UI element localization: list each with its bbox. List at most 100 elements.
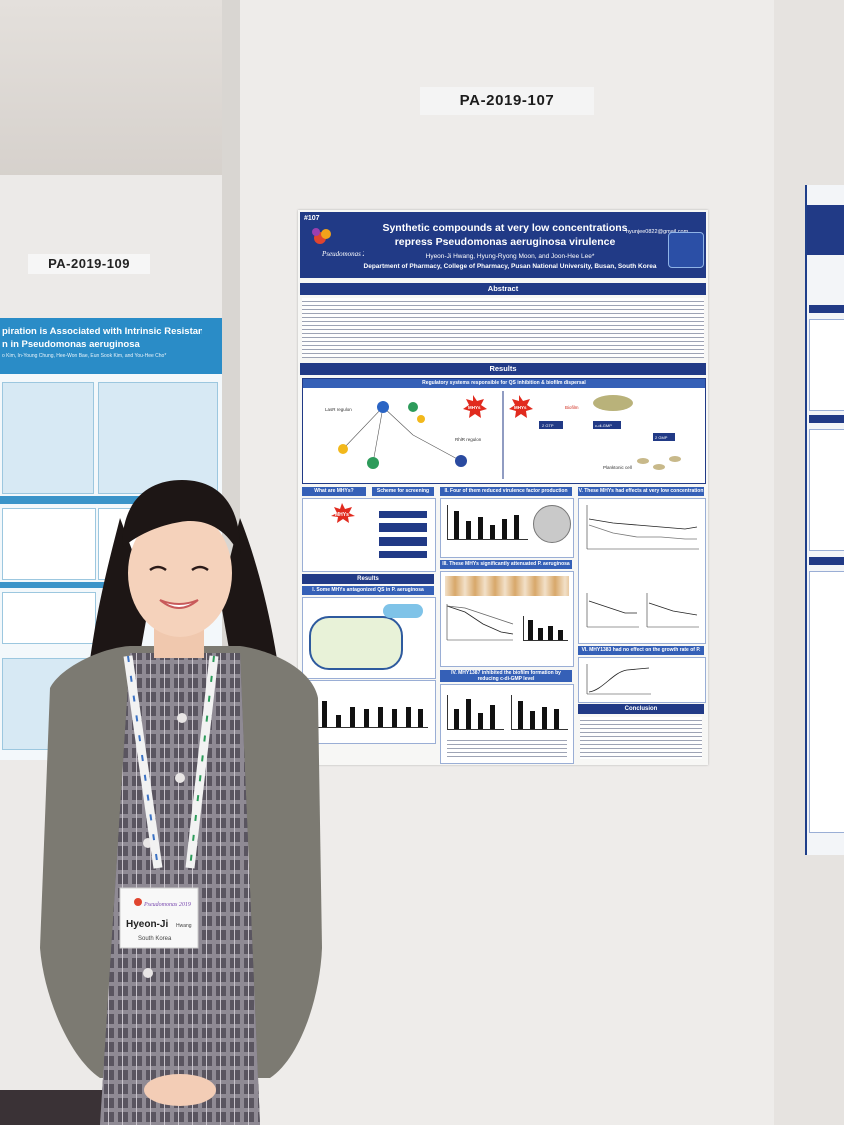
chart-bar (528, 620, 533, 640)
poster-title-line-1: Synthetic compounds at very low concentr… (382, 222, 628, 234)
badge-name-first: Hyeon-Ji (126, 919, 168, 930)
schematic-label: LasR regulon (325, 407, 352, 412)
left-poster-section-bar (0, 496, 222, 504)
chart-bar (514, 515, 519, 539)
chart-bar (538, 628, 543, 640)
chart-bar (322, 701, 327, 727)
regulator-node (338, 444, 348, 454)
bar-chart-axes (447, 505, 528, 540)
mhys-overview-panel: MHYs (302, 498, 436, 572)
left-poster-authors: o Kim, In-Young Chung, Hee-Won Bae, Eun … (2, 353, 167, 359)
poster-affiliation: Department of Pharmacy, College of Pharm… (363, 263, 657, 270)
chart-bar (558, 630, 563, 640)
chart-bar (554, 709, 559, 729)
bacteria-icon (653, 464, 665, 470)
chart-bar (542, 707, 547, 729)
gmp-box (653, 433, 675, 441)
chart-bar (364, 709, 369, 727)
mhys-burst-icon (509, 395, 533, 418)
screen-step (379, 551, 427, 558)
abstract-text (302, 298, 704, 358)
fig3-heading: III. These MHYs significantly attenuated… (440, 560, 572, 569)
badge-logo-icon (134, 898, 142, 906)
left-poster-text-block (98, 382, 218, 494)
schematic-label: RhlR regulon (455, 437, 482, 442)
fig1-heading: I. Some MHYs antagonized QS in P. aerugi… (302, 586, 434, 595)
growth-rate-figure (578, 657, 706, 703)
conclusion-heading: Conclusion (578, 704, 704, 714)
name-badge (119, 887, 199, 949)
chart-bar (418, 709, 423, 727)
survival-curve (446, 604, 514, 641)
cell-diagram (309, 616, 403, 670)
chart-bar (490, 705, 495, 729)
bangs (122, 480, 241, 556)
chart-bar (466, 521, 471, 539)
bar-chart-axes (523, 616, 568, 641)
chart-bar (548, 626, 553, 640)
chart-bar (378, 707, 383, 727)
poster-title-line-2: repress Pseudomonas aeruginosa virulence (394, 236, 616, 248)
fig2-heading: II. Four of them reduced virulence facto… (440, 487, 572, 496)
badge-label: MHYs (514, 405, 527, 410)
screen-step (379, 537, 427, 546)
cdigmp-box (593, 421, 621, 429)
growth-curve (586, 664, 651, 695)
regulator-node (367, 457, 379, 469)
regulator-node (408, 402, 418, 412)
fig5-heading: V. These MHYs had effects at very low co… (578, 487, 704, 496)
regulatory-systems-figure: Regulatory systems responsible for QS in… (302, 378, 706, 484)
smile (159, 599, 199, 609)
chart-bar (392, 709, 397, 727)
chart-bar (518, 701, 523, 729)
lanyard-print (127, 655, 159, 869)
chart-bar (336, 715, 341, 727)
right-poster (805, 185, 844, 855)
right-poster-section-bar (809, 305, 844, 313)
schematic-label: 2 GMP (655, 435, 668, 440)
chart-bar (350, 707, 355, 727)
chart-bar (530, 711, 535, 729)
biofilm-icon (593, 395, 633, 411)
left-board-number: PA-2019-109 (28, 254, 150, 274)
dress-button (143, 968, 153, 978)
gtp-box (539, 421, 563, 429)
dress-button (175, 773, 185, 783)
left-poster-header: piration is Associated with Intrinsic Re… (0, 318, 222, 374)
bacteria-icon (637, 458, 649, 464)
attenuation-figure (440, 571, 574, 667)
regulatory-schematic: LasR regulon RhlR regulon MHYs MHYs 2 GT… (325, 391, 681, 479)
university-logo-icon (668, 232, 704, 268)
left-poster-title-line-1: piration is Associated with Intrinsic Re… (2, 326, 202, 337)
qs-antagonist-figure (302, 597, 436, 679)
schematic-label: c-di-GMP (595, 423, 612, 428)
right-poster-header (807, 205, 844, 255)
chart-bar (454, 511, 459, 539)
right-poster-section-bar (809, 557, 844, 565)
badge-name-last: Hwang (176, 923, 192, 929)
virulence-figure (440, 498, 574, 558)
left-poster-figure (2, 508, 96, 580)
chart-bar (406, 707, 411, 727)
chart-bar (490, 525, 495, 539)
conclusion-text (580, 717, 702, 759)
bar-chart-axes (313, 693, 428, 728)
bar-chart-axes (511, 695, 568, 730)
bacteria-icon (669, 456, 681, 462)
eye (149, 565, 167, 572)
bar-chart-axes (447, 695, 504, 730)
lanyard (185, 655, 219, 869)
regulatory-systems-title: Regulatory systems responsible for QS in… (303, 379, 705, 388)
left-poster: piration is Associated with Intrinsic Re… (0, 318, 222, 760)
eye (191, 565, 209, 572)
presenter-photo: Pseudomonas 2019 Hyeon-Ji Hwang South Ko… (40, 480, 322, 1125)
conference-logo-icon: Pseudomonas 2019 (312, 228, 364, 258)
right-poster-figure (809, 319, 844, 411)
regulator-node (417, 415, 425, 423)
left-poster-figure (2, 592, 96, 644)
fig4-heading: IV. MHY1387 inhibited the biofilm format… (440, 670, 572, 682)
what-are-mhys-heading: What are MHYs? (302, 487, 366, 496)
screen-step (379, 511, 427, 518)
schematic-label: 2 GTP (542, 423, 554, 428)
concentration-curve (586, 505, 699, 550)
